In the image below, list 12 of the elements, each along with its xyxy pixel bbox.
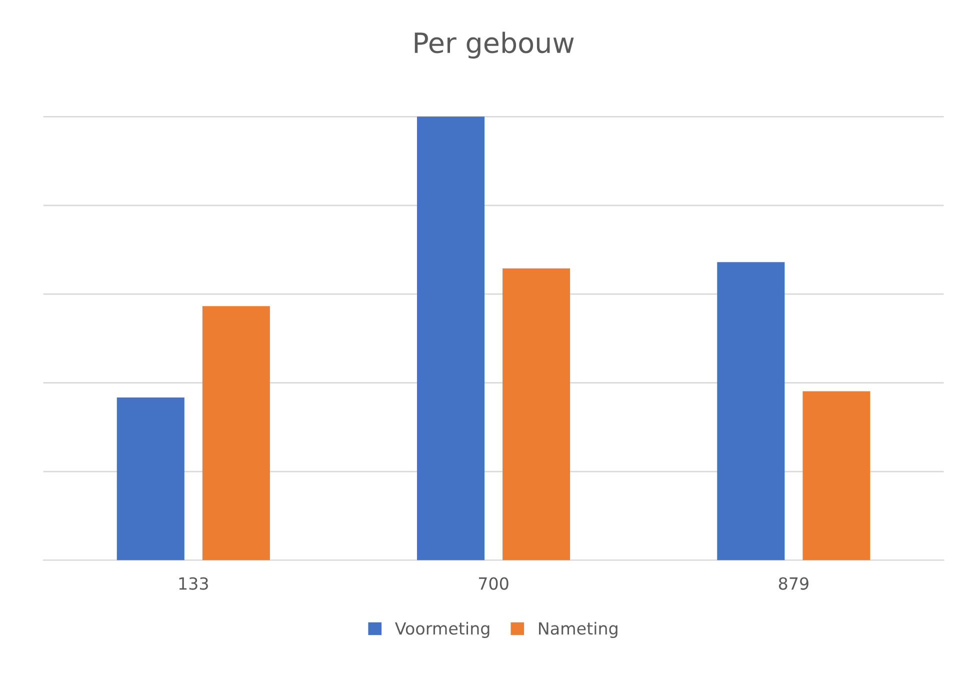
legend-label: Voormeting bbox=[394, 622, 490, 638]
bar bbox=[202, 306, 270, 560]
legend-label: Nameting bbox=[539, 622, 618, 638]
bar bbox=[717, 262, 785, 560]
bar bbox=[802, 391, 870, 560]
x-tick-label: 133 bbox=[179, 577, 208, 590]
bar bbox=[502, 268, 570, 560]
bar bbox=[417, 116, 485, 560]
chart-title: Per gebouw bbox=[414, 32, 574, 59]
x-tick-label: 879 bbox=[778, 577, 808, 590]
bar bbox=[116, 397, 184, 560]
x-tick-label: 700 bbox=[479, 577, 508, 590]
